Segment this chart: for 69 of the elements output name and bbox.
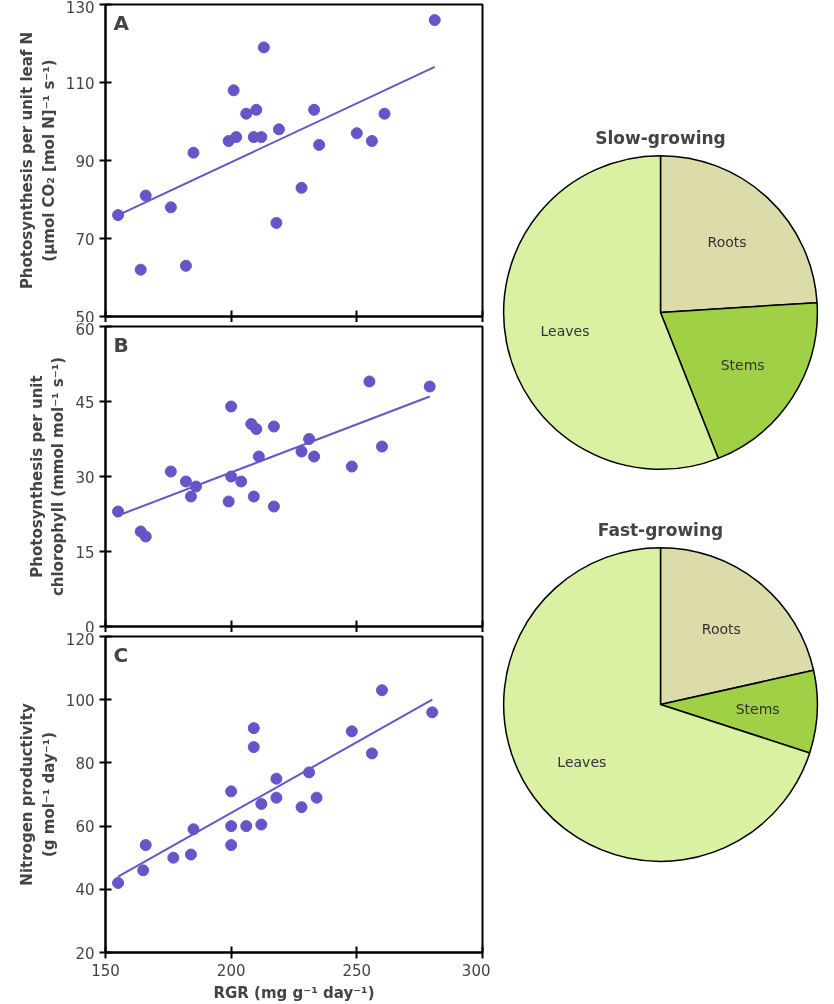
- x-tick-label: 150: [91, 961, 120, 980]
- y-tick-label: 30: [75, 468, 95, 487]
- y-tick-label: 90: [75, 152, 95, 171]
- slice-label: Stems: [720, 356, 765, 373]
- point: [378, 107, 391, 120]
- point: [222, 495, 235, 508]
- annotation: B: [113, 332, 129, 357]
- slice-label: Roots: [707, 233, 747, 250]
- point: [184, 490, 197, 503]
- point: [428, 14, 441, 27]
- y-tick-label: 60: [75, 818, 95, 837]
- point: [179, 259, 192, 272]
- point: [112, 209, 125, 222]
- point: [139, 530, 152, 543]
- point: [345, 460, 358, 473]
- point: [250, 103, 263, 116]
- y-tick-label: 15: [75, 543, 95, 562]
- point: [240, 107, 253, 120]
- point: [230, 131, 243, 144]
- point: [375, 440, 388, 453]
- point: [350, 127, 363, 140]
- point: [308, 450, 321, 463]
- slice-label: Leaves: [540, 322, 590, 339]
- point: [139, 189, 152, 202]
- y-axis-title: Photosynthesis per unit leaf N (µmol CO₂ [mol N]⁻¹ s⁻¹): [18, 31, 58, 290]
- annotation: A: [113, 10, 130, 35]
- point: [313, 138, 326, 151]
- point: [270, 216, 283, 229]
- y-axis-title: Photosynthesis per unit chlorophyll (mmol mol⁻¹ s⁻¹): [27, 356, 68, 597]
- point: [187, 146, 200, 159]
- point: [267, 420, 280, 433]
- point: [225, 400, 238, 413]
- y-tick-label: 130: [65, 0, 95, 17]
- slice-label: Roots: [701, 620, 741, 637]
- point: [164, 201, 177, 214]
- point: [179, 475, 192, 488]
- slice-label: Leaves: [557, 753, 607, 770]
- x-tick-label: 200: [216, 961, 246, 980]
- point: [235, 475, 248, 488]
- chart-title: Slow-growing: [595, 127, 726, 148]
- point: [134, 263, 147, 276]
- point: [164, 465, 177, 478]
- y-tick-label: 40: [75, 881, 95, 900]
- point: [247, 490, 260, 503]
- point: [423, 380, 436, 393]
- point: [308, 103, 321, 116]
- point: [257, 41, 270, 54]
- point: [365, 135, 378, 147]
- y-tick-label: 70: [75, 230, 95, 249]
- point: [267, 500, 280, 513]
- x-tick-label: 300: [461, 961, 491, 980]
- point: [227, 84, 240, 97]
- slice-label: Stems: [735, 701, 780, 718]
- annotation: C: [113, 642, 129, 667]
- chart-title: Fast-growing: [597, 519, 724, 540]
- point: [272, 123, 285, 136]
- x-axis-title: RGR (mg g⁻¹ day⁻¹): [213, 983, 375, 1002]
- point: [363, 375, 376, 388]
- point: [252, 450, 265, 463]
- y-axis-title: Nitrogen productivity (g mol⁻¹ day⁻¹): [18, 703, 58, 886]
- point: [295, 445, 308, 458]
- y-tick-label: 45: [75, 393, 95, 412]
- y-tick-label: 20: [75, 944, 95, 963]
- y-tick-label: 100: [65, 691, 95, 710]
- y-tick-label: 80: [75, 754, 95, 773]
- x-tick-label: 250: [342, 961, 372, 980]
- y-tick-label: 110: [65, 74, 95, 93]
- point: [295, 181, 308, 194]
- point: [250, 423, 263, 435]
